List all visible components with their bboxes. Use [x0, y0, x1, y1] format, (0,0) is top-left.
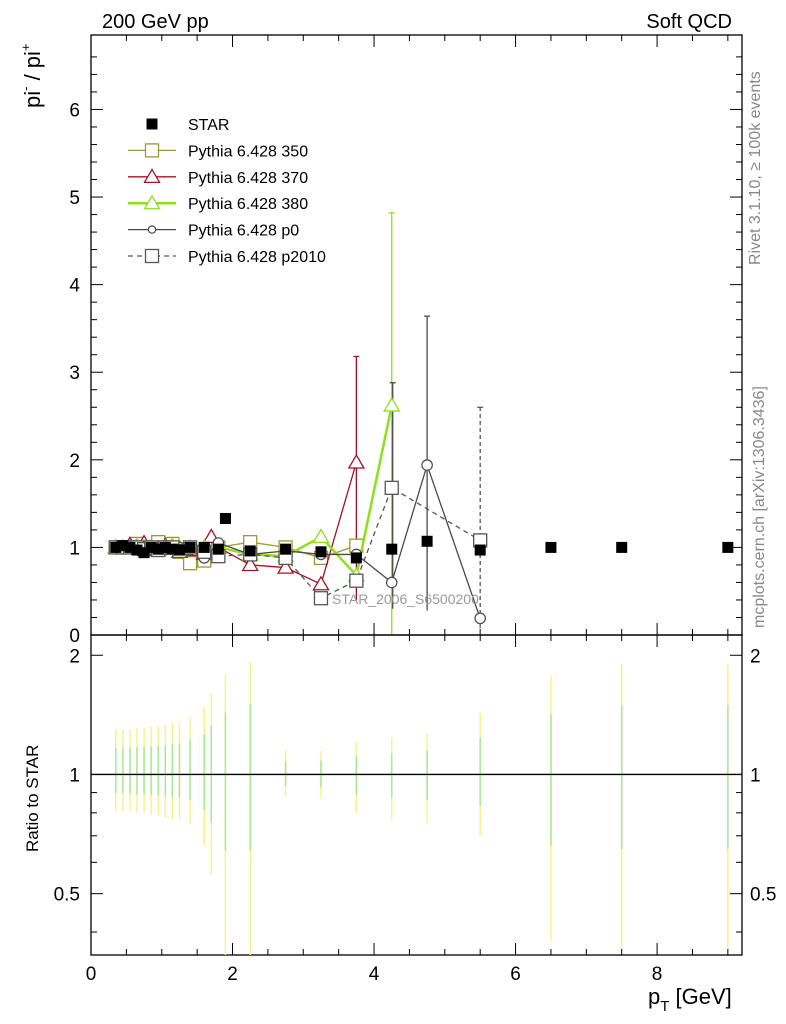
legend-pythia-6-428-p0-label: Pythia 6.428 p0	[188, 223, 299, 240]
series-pythia-6-428-370-point	[276, 558, 295, 574]
series-star	[110, 513, 734, 564]
series-star-point	[474, 544, 486, 556]
ratio-plot-axes: 0 2 4 6 8 0.5 0.5 1 1 2 2	[54, 635, 776, 985]
legend-pythia-6-428-380-label: Pythia 6.428 380	[188, 196, 308, 213]
legend-pythia-6-428-370: Pythia 6.428 370	[128, 168, 308, 187]
series-pythia-6-428-370	[107, 453, 366, 591]
main-y-tick-label: 2	[69, 451, 80, 472]
series-star-point	[145, 541, 157, 553]
x-tick-label: 4	[369, 964, 380, 985]
main-y-tick-label: 0	[69, 626, 80, 647]
x-axis-label: pT [GeV]	[648, 984, 732, 1015]
series-star-point	[545, 541, 557, 553]
legend-pythia-6-428-p0-marker	[147, 225, 157, 234]
legend-pythia-6-428-350-label: Pythia 6.428 350	[188, 143, 308, 160]
series-star-point	[173, 544, 185, 556]
rivet-label: Rivet 3.1.10, ≥ 100k events	[747, 71, 764, 265]
ratio-y-tick-label: 2	[69, 646, 80, 667]
main-plot-axes: 0 1 2 3 4 5 6	[69, 35, 742, 647]
series-star-point	[212, 543, 224, 555]
series-pythia-6-428-370-point	[347, 453, 366, 469]
header-left: 200 GeV pp	[102, 11, 209, 33]
main-plot-panel: 0 1 2 3 4 5 6	[69, 34, 743, 647]
mcplots-label: mcplots.cern.ch [arXiv:1306.3436]	[751, 386, 768, 628]
series-star-point	[198, 541, 210, 553]
legend-pythia-6-428-380: Pythia 6.428 380	[128, 194, 308, 213]
series-pythia-6-428-p2010-point	[349, 573, 364, 588]
ratio-plot-panel: 0 2 4 6 8 0.5 0.5 1 1 2 2	[54, 634, 776, 985]
legend: STAR Pythia 6.428 350 Pythia 6.428 370 Pyth…	[128, 117, 326, 266]
legend-star-marker	[146, 118, 158, 130]
main-y-tick-label: 1	[69, 538, 80, 559]
series-pythia-6-428-p2010-point	[313, 591, 329, 606]
legend-pythia-6-428-p2010-label: Pythia 6.428 p2010	[188, 249, 326, 266]
main-plot-data	[107, 212, 734, 635]
series-star-point	[184, 541, 196, 553]
header-right: Soft QCD	[646, 11, 732, 33]
x-tick-label: 2	[227, 964, 238, 985]
legend-pythia-6-428-350-marker	[144, 143, 160, 158]
series-pythia-6-428-370-point	[241, 556, 259, 572]
main-y-tick-label: 4	[69, 276, 80, 297]
series-pythia-6-428-370-point	[312, 575, 330, 591]
legend-star-label: STAR	[188, 117, 229, 134]
legend-pythia-6-428-370-marker	[143, 168, 161, 184]
ratio-y-axis-label: Ratio to STAR	[23, 745, 42, 852]
legend-pythia-6-428-380-marker	[143, 194, 161, 210]
x-tick-label: 6	[510, 964, 521, 985]
series-pythia-6-428-p0-point	[474, 612, 486, 625]
series-star-point	[131, 544, 143, 556]
ratio-y-tick-label-right: 0.5	[750, 885, 776, 906]
series-star-point	[219, 513, 231, 525]
x-tick-label: 0	[86, 964, 97, 985]
ratio-y-tick-label-right: 2	[750, 646, 761, 667]
ratio-y-tick-label: 1	[69, 765, 80, 786]
series-pythia-6-428-380-point	[383, 396, 401, 412]
series-star-point	[386, 543, 398, 555]
ratio-y-tick-label-right: 1	[750, 765, 761, 786]
svg-text:pi- / pi+: pi- / pi+	[18, 43, 45, 108]
series-star-point	[616, 541, 628, 553]
series-pythia-6-428-p2010-point	[384, 480, 399, 495]
x-tick-label: 8	[652, 964, 663, 985]
series-pythia-6-428-350-point	[182, 556, 198, 571]
series-pythia-6-428-p0-point	[385, 576, 398, 589]
series-pythia-6-428-370-line	[115, 462, 357, 586]
legend-pythia-6-428-350: Pythia 6.428 350	[128, 143, 308, 160]
series-star-point	[280, 543, 292, 555]
y-axis-label: pi- / pi+	[18, 43, 45, 108]
ratio-y-tick-label: 0.5	[54, 885, 80, 906]
series-star-point	[152, 543, 164, 555]
series-star-point	[138, 547, 150, 559]
series-star-point	[124, 541, 136, 553]
series-pythia-6-428-380-point	[312, 528, 330, 544]
main-y-tick-label: 5	[69, 188, 80, 209]
series-star-point	[350, 552, 362, 564]
series-star-point	[159, 541, 171, 553]
series-star-point	[722, 541, 734, 553]
legend-pythia-6-428-p0: Pythia 6.428 p0	[128, 223, 299, 240]
legend-pythia-6-428-p2010-marker	[144, 248, 160, 264]
svg-text:pT [GeV]: pT [GeV]	[648, 984, 732, 1015]
analysis-label: STAR_2006_S6500200	[332, 591, 479, 607]
series-star-point	[244, 545, 256, 557]
series-pythia-6-428-p0-point	[421, 459, 433, 471]
series-star-point	[421, 535, 433, 547]
series-star-point	[117, 540, 129, 552]
legend-star: STAR	[146, 117, 229, 134]
series-star-point	[110, 541, 122, 553]
ratio-plot-frame	[90, 634, 743, 956]
main-y-tick-label: 6	[69, 100, 80, 121]
ratio-plot-data	[91, 662, 742, 955]
main-y-tick-label: 3	[69, 363, 80, 384]
legend-pythia-6-428-p2010: Pythia 6.428 p2010	[128, 248, 326, 266]
series-star-point	[166, 543, 178, 555]
legend-pythia-6-428-370-label: Pythia 6.428 370	[188, 170, 308, 187]
series-star-point	[315, 546, 327, 558]
